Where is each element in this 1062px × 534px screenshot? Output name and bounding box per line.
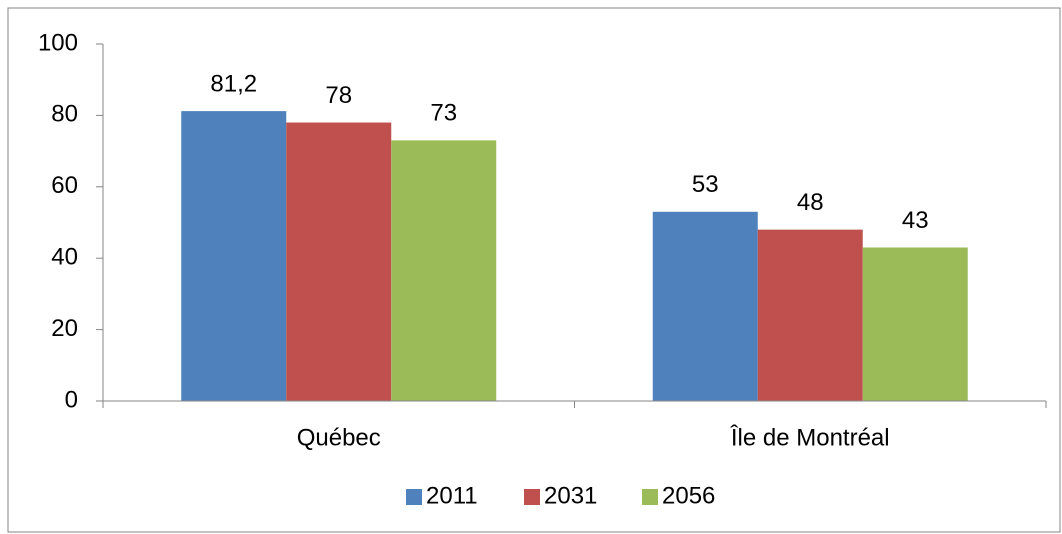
bar — [181, 111, 287, 401]
y-tick-label: 80 — [51, 101, 78, 128]
bar — [391, 140, 497, 401]
x-tick-label: Île de Montréal — [730, 424, 890, 451]
y-tick-label: 40 — [51, 244, 78, 271]
bar — [862, 247, 968, 401]
data-label: 48 — [797, 189, 824, 216]
data-label: 78 — [325, 82, 352, 109]
data-label: 43 — [902, 207, 929, 234]
legend-label: 2011 — [426, 482, 478, 509]
bar — [652, 211, 758, 401]
y-tick-label: 60 — [51, 172, 78, 199]
x-tick-label: Québec — [297, 424, 381, 451]
legend-label: 2056 — [662, 482, 715, 509]
legend-swatch — [642, 489, 658, 505]
legend-swatch — [406, 489, 422, 505]
data-label: 53 — [692, 171, 719, 198]
legend-label: 2031 — [544, 482, 597, 509]
bar — [286, 122, 392, 401]
data-label: 73 — [430, 100, 457, 127]
y-tick-label: 0 — [65, 386, 78, 413]
legend-swatch — [524, 489, 540, 505]
data-label: 81,2 — [210, 70, 257, 97]
bar — [757, 229, 863, 401]
y-tick-label: 100 — [38, 29, 78, 56]
y-tick-label: 20 — [51, 315, 78, 342]
